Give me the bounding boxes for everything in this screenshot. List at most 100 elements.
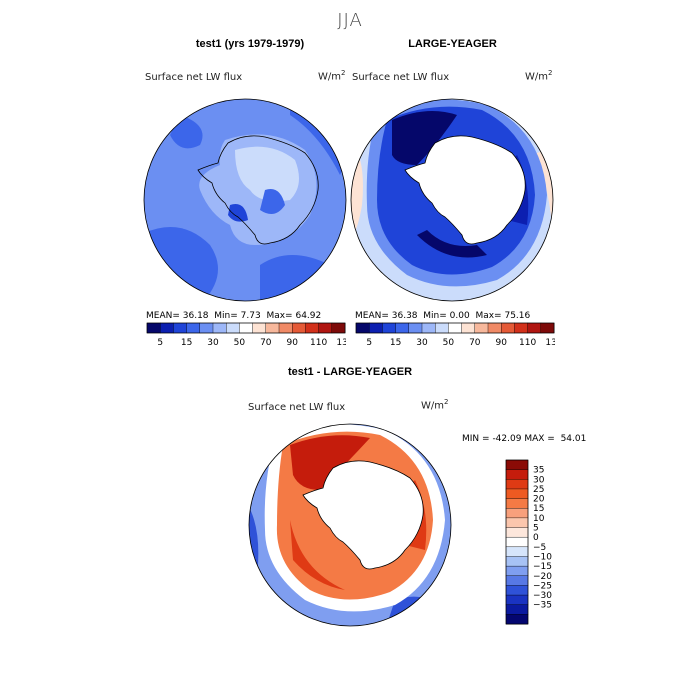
panel3-units-base: W/m xyxy=(421,400,444,412)
panel2-units-base: W/m xyxy=(525,71,548,83)
panel2-colorbar-swatch xyxy=(487,322,502,334)
panel3-colorbar-tick: −25 xyxy=(533,581,552,591)
panel2-antarctica-mask xyxy=(404,135,526,245)
panel3-colorbar-swatch xyxy=(505,594,529,606)
panel2-colorbar-swatch xyxy=(408,322,423,334)
panel2-colorbar-swatch xyxy=(382,322,397,334)
panel1-field-patch xyxy=(260,255,346,301)
panel2-colorbar-swatch xyxy=(500,322,515,334)
panel2-colorbar-tick: 5 xyxy=(366,338,372,348)
panel2-colorbar-swatch xyxy=(514,322,529,334)
panel2-colorbar-tick: 70 xyxy=(469,338,481,348)
panel2-colorbar-tick: 15 xyxy=(390,338,401,348)
panel2-field-patch xyxy=(392,111,457,165)
panel1-stat-max-label: Max= xyxy=(266,311,293,321)
panel2-colorbar-swatch xyxy=(368,322,383,334)
panel3-colorbar-swatch xyxy=(505,556,529,567)
panel2-colorbar: 5 15 30 50 70 90 110 130 xyxy=(355,322,555,348)
panel2-stat-min-label: Min= xyxy=(423,311,447,321)
panel2-colorbar-swatch xyxy=(395,322,410,334)
panel1-stat-mean: 36.18 xyxy=(182,311,209,321)
panel2-map xyxy=(350,98,554,302)
panel3-colorbar-tick: −5 xyxy=(533,543,546,553)
panel1-colorbar-swatch xyxy=(212,322,227,334)
panel3-colorbar-frame xyxy=(505,459,529,625)
panel1-colorbar-tick: 50 xyxy=(234,338,246,348)
panel1-colorbar: 5 15 30 50 70 90 110 130 xyxy=(146,322,346,348)
panel2-field-patch xyxy=(417,230,487,258)
panel1-stat-min: 7.73 xyxy=(240,311,261,321)
panel2-variable-label: Surface net LW flux xyxy=(352,72,450,83)
panel3-colorbar-tick: 10 xyxy=(533,514,545,524)
panel3-colorbar-tick: −10 xyxy=(533,552,552,562)
panel1-colorbar-swatch xyxy=(265,322,280,334)
panel2-stat-max-label: Max= xyxy=(475,311,502,321)
panel2-stat-max: 75.16 xyxy=(504,311,531,321)
panel2-colorbar-swatch xyxy=(474,322,489,334)
panel1-colorbar-swatch xyxy=(225,322,240,334)
panel1-colorbar-frame xyxy=(146,322,346,334)
panel3-colorbar-swatch xyxy=(505,614,529,625)
panel2-stat-min: 0.00 xyxy=(449,311,470,321)
panel1-colorbar-swatch xyxy=(291,322,306,334)
panel1-stat-max: 64.92 xyxy=(295,311,322,321)
panel3-colorbar-tick: 15 xyxy=(533,504,544,514)
panel1-colorbar-swatch xyxy=(146,322,161,334)
panel3-colorbar-swatch xyxy=(505,604,529,615)
panel1-field-patch xyxy=(228,204,248,222)
panel3-colorbar-tick: 5 xyxy=(533,524,539,534)
panel3-colorbar-swatch xyxy=(505,527,529,538)
panel3-colorbar-swatch xyxy=(505,498,529,509)
panel3-colorbar-swatch xyxy=(505,508,529,519)
panel2-stats: MEAN= 36.38 Min= 0.00 Max= 75.16 xyxy=(355,311,530,321)
panel2-stat-mean-label: MEAN= xyxy=(355,311,389,321)
panel3-colorbar-swatch xyxy=(505,585,529,596)
panel3-colorbar-tick: 30 xyxy=(533,475,545,485)
panel1-colorbar-swatch xyxy=(331,322,346,334)
panel1-colorbar-tick: 130 xyxy=(336,338,346,348)
panel3-colorbar-tick: 20 xyxy=(533,495,545,505)
panel1-map xyxy=(143,98,347,302)
season-title: JJA xyxy=(337,10,363,31)
panel1-colorbar-swatch xyxy=(318,322,333,334)
panel2-colorbar-swatch xyxy=(540,322,555,334)
panel3-variable-label: Surface net LW flux xyxy=(248,402,346,413)
panel1-units-exp: 2 xyxy=(341,69,346,77)
panel1-colorbar-swatch xyxy=(252,322,267,334)
panel2-title: LARGE-YEAGER xyxy=(408,38,497,50)
panel3-colorbar-swatch xyxy=(505,517,529,529)
panel3-map-border xyxy=(248,423,452,627)
panel3-stat-max: 54.01 xyxy=(560,434,587,444)
panel3-field-patch xyxy=(290,520,345,590)
panel2-colorbar-frame xyxy=(355,322,555,334)
panel2-units-exp: 2 xyxy=(548,69,553,77)
panel2-colorbar-swatch xyxy=(434,322,449,334)
panel1-colorbar-swatch xyxy=(199,322,214,334)
panel3-title: test1 - LARGE-YEAGER xyxy=(287,366,413,378)
panel2-colorbar-tick: 50 xyxy=(443,338,455,348)
panel3-colorbar-tick: −20 xyxy=(533,572,552,582)
panel3-stat-min: -42.09 xyxy=(492,434,522,444)
panel3-colorbar-swatch xyxy=(505,488,529,500)
panel3-stats: MIN = -42.09 MAX = 54.01 xyxy=(462,434,586,444)
panel3-colorbar-swatch xyxy=(505,546,529,557)
panel3-colorbar-swatch xyxy=(505,459,529,471)
panel1-colorbar-swatch xyxy=(305,322,320,334)
panel1-map-border xyxy=(143,98,347,302)
panel3-stat-min-label: MIN = xyxy=(462,434,490,444)
panel1-title: test1 (yrs 1979-1979) xyxy=(195,38,305,50)
panel2-colorbar-tick: 110 xyxy=(519,338,536,348)
panel1-colorbar-tick: 90 xyxy=(286,338,298,348)
panel1-colorbar-tick: 15 xyxy=(181,338,192,348)
panel1-stat-mean-label: MEAN= xyxy=(146,311,180,321)
panel1-field-patch xyxy=(260,189,285,214)
panel1-colorbar-tick: 30 xyxy=(207,338,219,348)
panel1-stat-min-label: Min= xyxy=(214,311,238,321)
panel2-field-patch xyxy=(351,135,363,245)
panel3-colorbar-tick: 25 xyxy=(533,485,544,495)
panel3-colorbar-tick: −15 xyxy=(533,562,552,572)
panel2-units: W/m2 xyxy=(525,69,552,82)
panel1-colorbar-swatch xyxy=(239,322,254,334)
panel3-colorbar-tick: −35 xyxy=(533,601,552,611)
